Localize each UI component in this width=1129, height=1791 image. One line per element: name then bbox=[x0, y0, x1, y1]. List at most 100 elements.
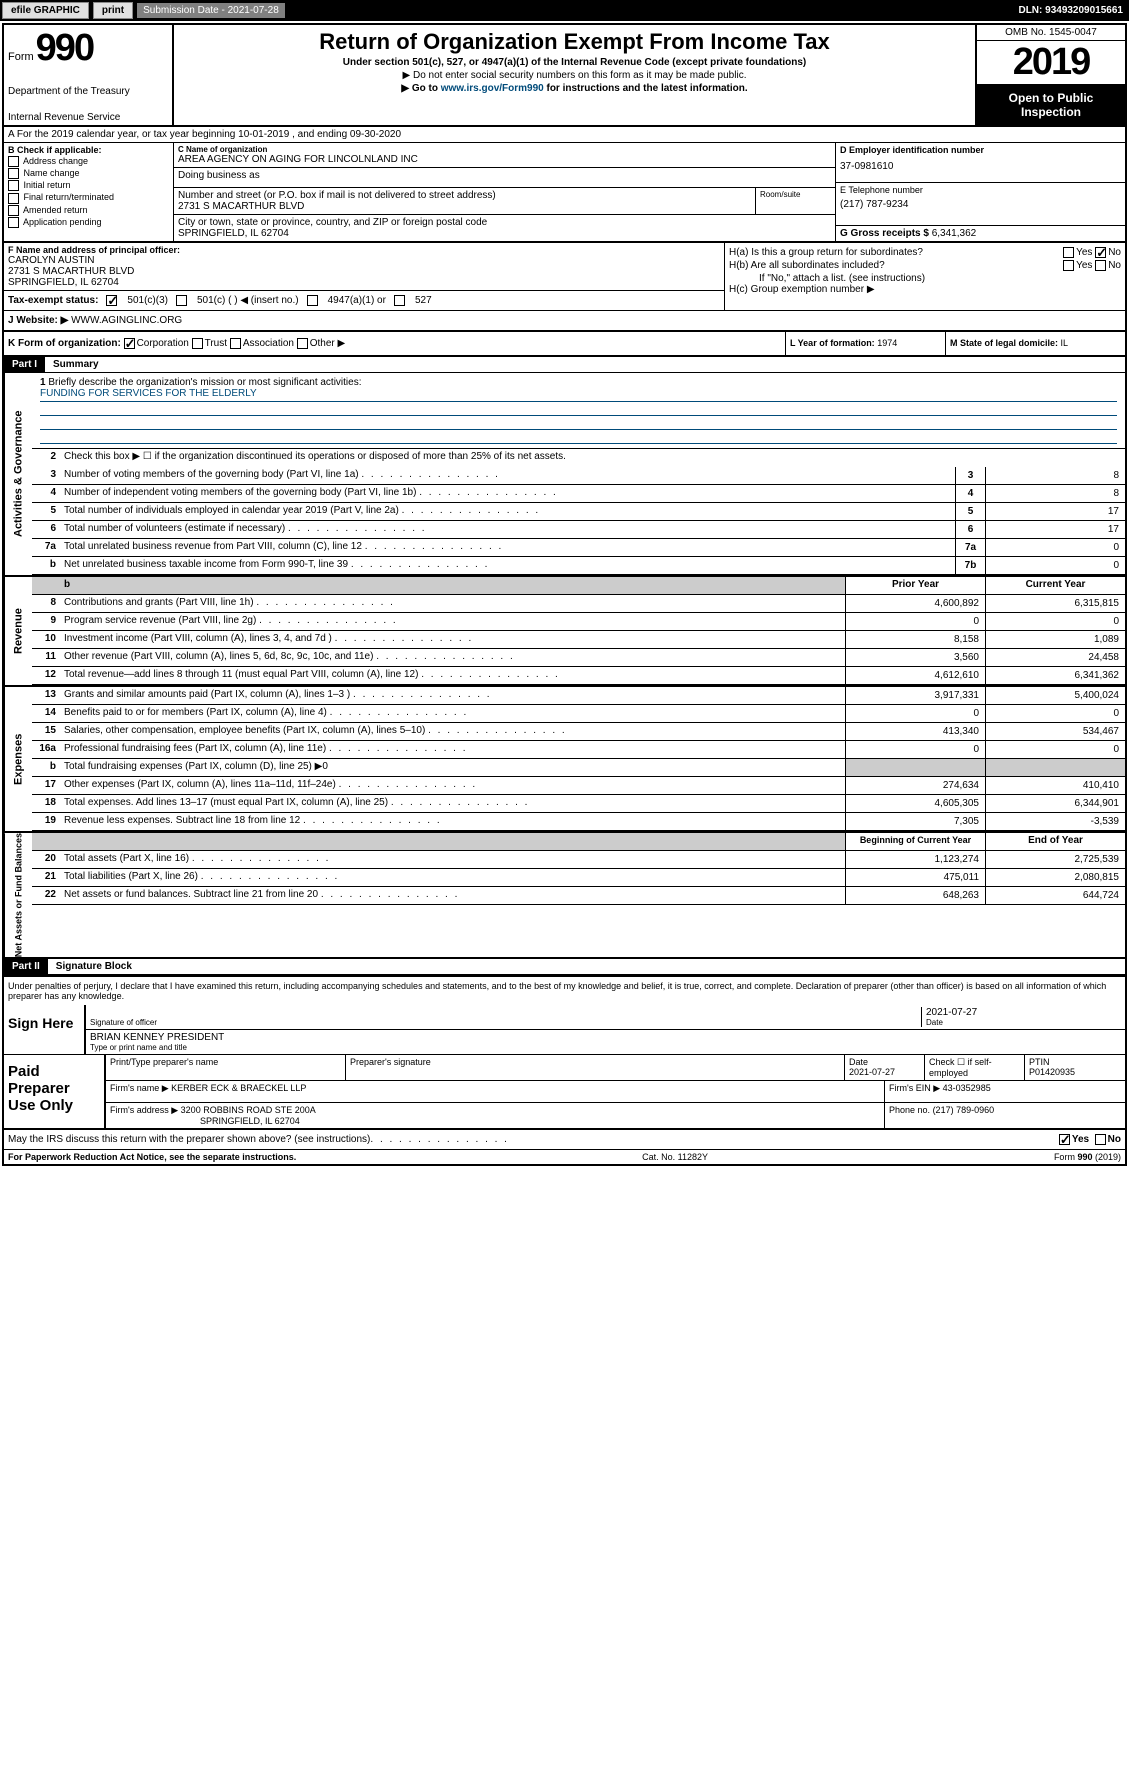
subtitle-2: ▶ Do not enter social security numbers o… bbox=[178, 70, 971, 81]
officer-addr1: 2731 S MACARTHUR BLVD bbox=[8, 266, 720, 277]
info-grid: B Check if applicable: Address change Na… bbox=[4, 143, 1125, 243]
website-row: J Website: ▶ WWW.AGINGLINC.ORG bbox=[4, 311, 1125, 332]
website-label: J Website: ▶ bbox=[8, 315, 68, 326]
part2-header: Part II Signature Block bbox=[4, 959, 1125, 975]
boxb-option[interactable]: Name change bbox=[8, 168, 169, 179]
paid-label: Paid Preparer Use Only bbox=[4, 1055, 104, 1128]
501c3-checkbox[interactable] bbox=[106, 295, 117, 306]
boxb-option[interactable]: Amended return bbox=[8, 205, 169, 216]
perjury-text: Under penalties of perjury, I declare th… bbox=[4, 975, 1125, 1005]
box-b-title: B Check if applicable: bbox=[8, 145, 169, 155]
dept-irs: Internal Revenue Service bbox=[8, 112, 168, 123]
form-number: 990 bbox=[36, 27, 93, 70]
k-trust[interactable] bbox=[192, 338, 203, 349]
501c-checkbox[interactable] bbox=[176, 295, 187, 306]
summary-line: 21Total liabilities (Part X, line 26) 47… bbox=[32, 869, 1125, 887]
net-vlabel: Net Assets or Fund Balances bbox=[4, 833, 32, 957]
sign-here-row: Sign Here Signature of officer 2021-07-2… bbox=[4, 1005, 1125, 1055]
hb-no[interactable] bbox=[1095, 260, 1106, 271]
k-other[interactable] bbox=[297, 338, 308, 349]
hb-note: If "No," attach a list. (see instruction… bbox=[729, 273, 1121, 284]
governance-section: Activities & Governance 1 Briefly descri… bbox=[4, 373, 1125, 577]
city-value: SPRINGFIELD, IL 62704 bbox=[178, 228, 831, 239]
q2: Check this box ▶ ☐ if the organization d… bbox=[60, 449, 1125, 467]
submission-date: Submission Date - 2021-07-28 bbox=[137, 3, 285, 18]
l-value: 1974 bbox=[877, 338, 897, 348]
summary-line: 11Other revenue (Part VIII, column (A), … bbox=[32, 649, 1125, 667]
form-container: Form 990 Department of the Treasury Inte… bbox=[2, 23, 1127, 1166]
prior-hdr: Prior Year bbox=[845, 577, 985, 594]
sign-here-label: Sign Here bbox=[4, 1005, 84, 1054]
netassets-section: Net Assets or Fund Balances Beginning of… bbox=[4, 833, 1125, 959]
prep-sig-hdr: Preparer's signature bbox=[346, 1055, 845, 1080]
4947-checkbox[interactable] bbox=[307, 295, 318, 306]
summary-line: 4Number of independent voting members of… bbox=[32, 485, 1125, 503]
officer-addr2: SPRINGFIELD, IL 62704 bbox=[8, 277, 720, 288]
prep-name-hdr: Print/Type preparer's name bbox=[106, 1055, 346, 1080]
boxb-option[interactable]: Initial return bbox=[8, 180, 169, 191]
summary-line: 19Revenue less expenses. Subtract line 1… bbox=[32, 813, 1125, 831]
irs-link[interactable]: www.irs.gov/Form990 bbox=[441, 83, 544, 94]
summary-line: 18Total expenses. Add lines 13–17 (must … bbox=[32, 795, 1125, 813]
ein-label: D Employer identification number bbox=[840, 145, 1121, 155]
paid-preparer-section: Paid Preparer Use Only Print/Type prepar… bbox=[4, 1055, 1125, 1130]
dba-label: Doing business as bbox=[178, 170, 831, 181]
klm-row: K Form of organization: Corporation Trus… bbox=[4, 332, 1125, 357]
efile-label: efile GRAPHIC bbox=[2, 2, 89, 19]
summary-line: 5Total number of individuals employed in… bbox=[32, 503, 1125, 521]
summary-line: 7aTotal unrelated business revenue from … bbox=[32, 539, 1125, 557]
part2-label: Part II bbox=[4, 959, 48, 974]
form-header: Form 990 Department of the Treasury Inte… bbox=[4, 25, 1125, 127]
boxb-option[interactable]: Address change bbox=[8, 156, 169, 167]
open-public: Open to Public Inspection bbox=[977, 85, 1125, 125]
firm-ein: 43-0352985 bbox=[943, 1083, 991, 1093]
hb-label: H(b) Are all subordinates included? bbox=[729, 260, 885, 271]
summary-line: 10Investment income (Part VIII, column (… bbox=[32, 631, 1125, 649]
k-label: K Form of organization: bbox=[8, 338, 121, 349]
subtitle-1: Under section 501(c), 527, or 4947(a)(1)… bbox=[178, 57, 971, 68]
prep-date-hdr: Date bbox=[849, 1057, 868, 1067]
discuss-yes[interactable] bbox=[1059, 1134, 1070, 1145]
boxb-option[interactable]: Application pending bbox=[8, 217, 169, 228]
m-label: M State of legal domicile: bbox=[950, 338, 1058, 348]
revenue-section: Revenue b Prior Year Current Year 8Contr… bbox=[4, 577, 1125, 687]
gross-label: G Gross receipts $ bbox=[840, 228, 929, 239]
ha-no[interactable] bbox=[1095, 247, 1106, 258]
website-value: WWW.AGINGLINC.ORG bbox=[71, 315, 182, 326]
sig-officer-label: Signature of officer bbox=[90, 1018, 921, 1027]
footer-mid: Cat. No. 11282Y bbox=[642, 1152, 708, 1162]
discuss-no[interactable] bbox=[1095, 1134, 1106, 1145]
firm-name-lbl: Firm's name ▶ bbox=[110, 1083, 169, 1093]
self-emp-hdr: Check ☐ if self-employed bbox=[925, 1055, 1025, 1080]
summary-line: 9Program service revenue (Part VIII, lin… bbox=[32, 613, 1125, 631]
current-hdr: Current Year bbox=[985, 577, 1125, 594]
prep-date-val: 2021-07-27 bbox=[849, 1067, 895, 1077]
phone-label: E Telephone number bbox=[840, 185, 1121, 195]
summary-line: 6Total number of volunteers (estimate if… bbox=[32, 521, 1125, 539]
discuss-text: May the IRS discuss this return with the… bbox=[8, 1134, 370, 1145]
footer-left: For Paperwork Reduction Act Notice, see … bbox=[8, 1152, 296, 1162]
k-corp[interactable] bbox=[124, 338, 135, 349]
top-bar: efile GRAPHIC print Submission Date - 20… bbox=[0, 0, 1129, 21]
summary-line: 17Other expenses (Part IX, column (A), l… bbox=[32, 777, 1125, 795]
m-value: IL bbox=[1061, 338, 1069, 348]
footer: For Paperwork Reduction Act Notice, see … bbox=[4, 1149, 1125, 1164]
k-assoc[interactable] bbox=[230, 338, 241, 349]
hb-yes[interactable] bbox=[1063, 260, 1074, 271]
summary-line: bNet unrelated business taxable income f… bbox=[32, 557, 1125, 575]
summary-line: 13Grants and similar amounts paid (Part … bbox=[32, 687, 1125, 705]
f-label: F Name and address of principal officer: bbox=[8, 245, 720, 255]
summary-line: 3Number of voting members of the governi… bbox=[32, 467, 1125, 485]
name-label: C Name of organization bbox=[178, 145, 831, 154]
form-word: Form bbox=[8, 51, 34, 63]
ha-label: H(a) Is this a group return for subordin… bbox=[729, 247, 923, 258]
ha-yes[interactable] bbox=[1063, 247, 1074, 258]
boxb-option[interactable]: Final return/terminated bbox=[8, 192, 169, 203]
subtitle-3: ▶ Go to www.irs.gov/Form990 for instruct… bbox=[178, 83, 971, 94]
q1: Briefly describe the organization's miss… bbox=[48, 377, 361, 388]
summary-line: 22Net assets or fund balances. Subtract … bbox=[32, 887, 1125, 905]
print-button[interactable]: print bbox=[93, 2, 133, 19]
summary-line: 20Total assets (Part X, line 16) 1,123,2… bbox=[32, 851, 1125, 869]
firm-addr2: SPRINGFIELD, IL 62704 bbox=[110, 1116, 300, 1126]
527-checkbox[interactable] bbox=[394, 295, 405, 306]
